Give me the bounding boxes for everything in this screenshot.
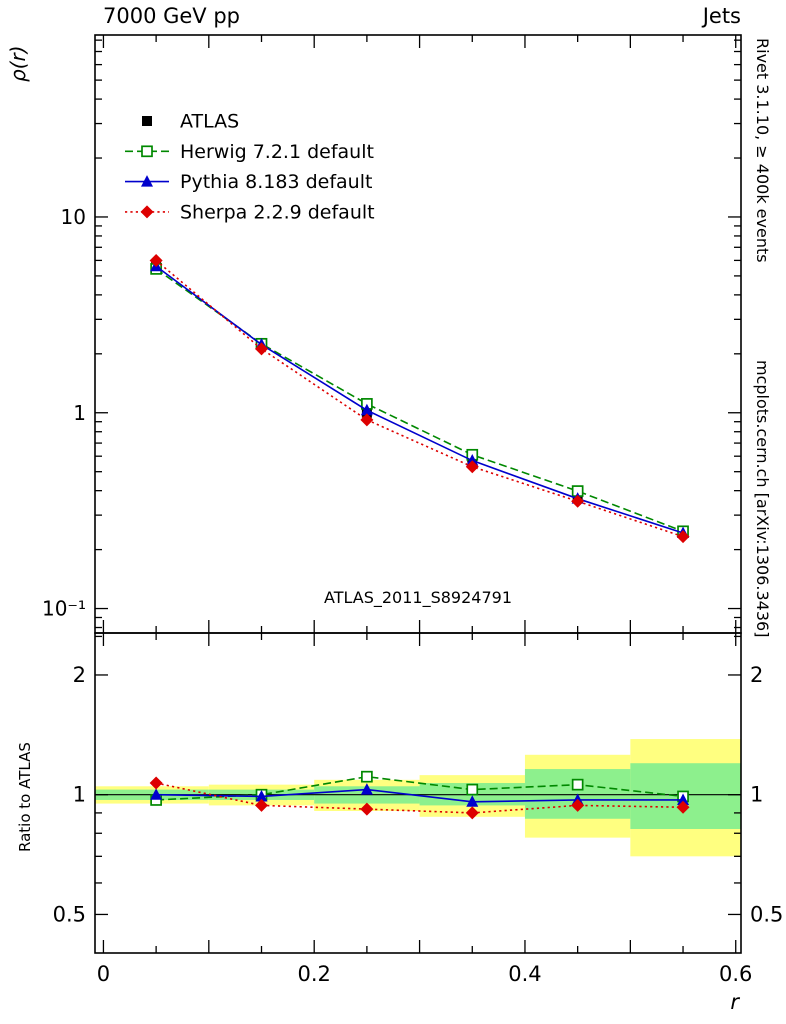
- legend-label: Herwig 7.2.1 default: [180, 141, 374, 163]
- ratio-series-line: [155, 782, 684, 814]
- chart-dynamic: 0 0.2 0.4 0.6 10 1 10⁻¹ 2 2 1 1 0.5 0.5 ATLAS Herwig 7…: [42, 34, 783, 986]
- y-tick-label-main: 1: [73, 401, 86, 425]
- x-tick-label: 0.4: [508, 962, 541, 986]
- y-tick-label-ratio-right: 0.5: [750, 902, 783, 926]
- plot-title-energy: 7000 GeV pp: [103, 4, 240, 28]
- y-axis-label-ratio: Ratio to ATLAS: [16, 742, 34, 852]
- analysis-watermark: ATLAS_2011_S8924791: [324, 588, 512, 608]
- main-series-line: [155, 265, 684, 534]
- y-tick-label-main: 10: [61, 205, 86, 229]
- y-tick-label-main: 10⁻¹: [42, 597, 86, 621]
- x-tick-label: 0.2: [297, 962, 330, 986]
- legend-label: Sherpa 2.2.9 default: [180, 201, 375, 223]
- y-tick-label-ratio-left: 1: [73, 783, 86, 807]
- rivet-version-label: Rivet 3.1.10, ≥ 400k events: [753, 38, 772, 263]
- main-series-line: [155, 259, 684, 538]
- ratio-panel-frame: [94, 632, 742, 954]
- y-tick-label-ratio-right: 2: [750, 663, 763, 687]
- y-tick-label-ratio-right: 1: [750, 783, 763, 807]
- legend-label: ATLAS: [180, 111, 239, 133]
- y-tick-label-ratio-left: 0.5: [53, 902, 86, 926]
- plot-title-process: Jets: [701, 4, 741, 28]
- y-axis-label-main: ρ(r): [6, 45, 30, 82]
- x-tick-label: 0.6: [719, 962, 752, 986]
- x-tick-label: 0: [97, 962, 110, 986]
- mcplots-arxiv-label: mcplots.cern.ch [arXiv:1306.3436]: [753, 360, 772, 637]
- x-axis-label: r: [730, 990, 740, 1014]
- y-tick-label-ratio-left: 2: [73, 663, 86, 687]
- ratio-series-line: [156, 788, 684, 803]
- legend-label: Pythia 8.183 default: [180, 171, 372, 193]
- main-series-line: [155, 268, 684, 533]
